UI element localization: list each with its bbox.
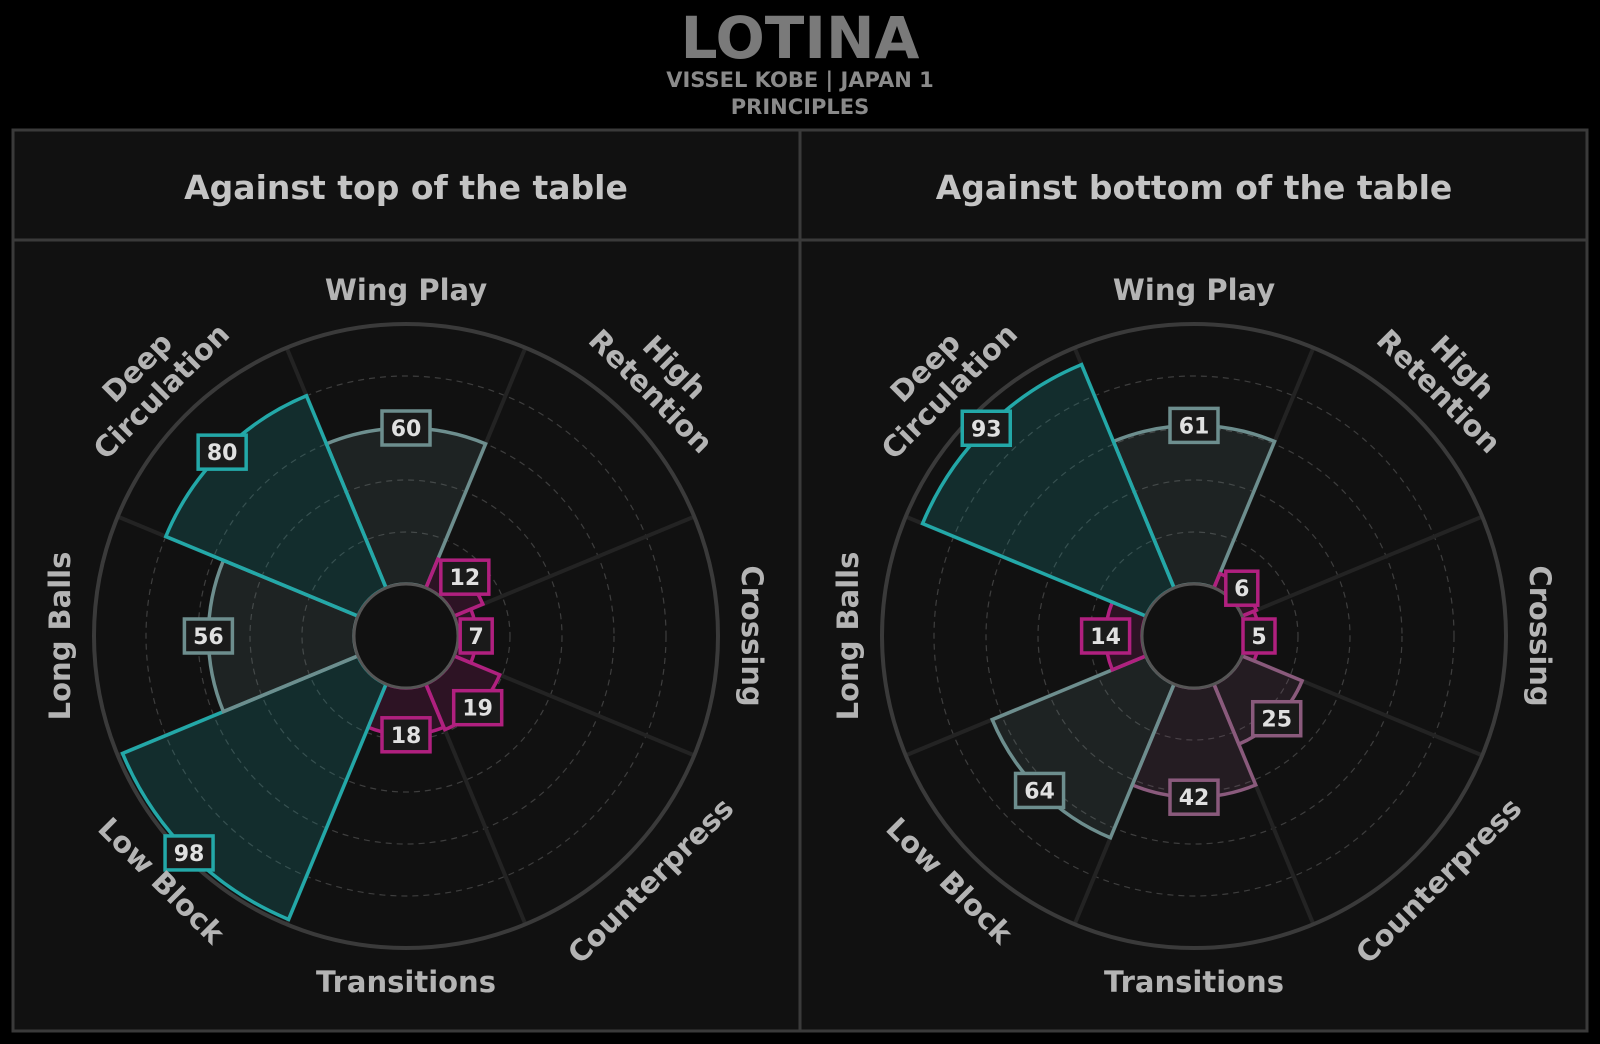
- value-label-box: [1013, 771, 1066, 810]
- figure-subtitle-section: PRINCIPLES: [731, 95, 869, 119]
- value-label-box: [1079, 617, 1132, 655]
- outer-ring: [880, 322, 1508, 950]
- value-label-high-retention: 6: [1224, 569, 1260, 607]
- value-label-deep-circulation: 80: [196, 433, 248, 471]
- value-label-text: 93: [971, 417, 1002, 442]
- value-label-box: [451, 688, 504, 727]
- value-label-box: [196, 433, 248, 471]
- value-label-transitions: 18: [380, 716, 432, 754]
- value-label-low-block: 64: [1013, 771, 1066, 810]
- value-label-transitions: 42: [1168, 778, 1220, 816]
- category-label-line: Transitions: [316, 965, 496, 999]
- value-label-crossing: 5: [1241, 617, 1277, 655]
- value-label-box: [1250, 699, 1303, 738]
- value-label-box: [439, 558, 491, 596]
- category-label-wing-play: Wing Play: [1113, 273, 1275, 307]
- value-label-text: 64: [1024, 779, 1055, 804]
- value-label-text: 98: [174, 842, 205, 867]
- value-label-text: 56: [193, 625, 224, 650]
- value-label-box: [1224, 569, 1260, 607]
- value-label-long-balls: 14: [1079, 617, 1132, 655]
- right-chart-title: Against bottom of the table: [936, 168, 1453, 207]
- category-label-line: Wing Play: [325, 273, 487, 307]
- value-label-text: 6: [1234, 577, 1249, 602]
- grid-ring: [145, 375, 667, 897]
- value-label-text: 5: [1251, 625, 1266, 650]
- value-label-text: 14: [1090, 625, 1121, 650]
- value-label-box: [380, 716, 432, 754]
- category-label-line: Long Balls: [831, 552, 865, 721]
- outer-ring: [92, 322, 720, 950]
- value-label-text: 19: [462, 697, 493, 722]
- value-label-text: 12: [450, 566, 481, 591]
- figure-title: LOTINA: [681, 4, 920, 72]
- value-label-box: [182, 617, 235, 655]
- value-label-wing-play: 60: [380, 409, 432, 447]
- category-label-line: Wing Play: [1113, 273, 1275, 307]
- value-label-counterpress: 25: [1250, 699, 1303, 738]
- value-label-text: 7: [469, 625, 484, 650]
- value-label-counterpress: 19: [451, 688, 504, 727]
- value-label-box: [1168, 406, 1220, 445]
- value-label-high-retention: 12: [439, 558, 491, 596]
- value-label-box: [163, 834, 215, 872]
- grid-ring: [1089, 531, 1299, 741]
- figure-subtitle-team: VISSEL KOBE | JAPAN 1: [666, 68, 934, 93]
- category-label-crossing: Crossing: [1523, 565, 1557, 706]
- value-label-text: 18: [391, 724, 422, 749]
- category-label-long-balls: Long Balls: [831, 552, 865, 721]
- category-label-line: Crossing: [735, 565, 769, 706]
- value-label-box: [458, 617, 494, 655]
- category-label-long-balls: Long Balls: [43, 552, 77, 721]
- grid-ring: [249, 479, 563, 793]
- value-label-box: [380, 409, 432, 447]
- value-label-box: [1168, 778, 1220, 816]
- value-label-text: 61: [1179, 414, 1210, 439]
- value-label-wing-play: 61: [1168, 406, 1220, 445]
- slice-divider: [453, 514, 696, 618]
- value-label-text: 80: [207, 441, 238, 466]
- value-label-text: 42: [1179, 786, 1210, 811]
- value-label-long-balls: 56: [182, 617, 235, 655]
- category-label-transitions: Transitions: [1104, 965, 1284, 999]
- category-label-line: Transitions: [1104, 965, 1284, 999]
- grid-ring: [301, 531, 511, 741]
- value-label-text: 25: [1261, 708, 1292, 733]
- slice-divider: [1241, 514, 1484, 618]
- category-label-line: Long Balls: [43, 552, 77, 721]
- value-label-text: 60: [391, 417, 422, 442]
- value-label-box: [960, 409, 1013, 448]
- grid-ring: [933, 375, 1455, 897]
- value-label-low-block: 98: [163, 834, 215, 872]
- category-label-wing-play: Wing Play: [325, 273, 487, 307]
- value-label-box: [1241, 617, 1277, 655]
- value-label-deep-circulation: 93: [960, 409, 1013, 448]
- category-label-crossing: Crossing: [735, 565, 769, 706]
- value-label-crossing: 7: [458, 617, 494, 655]
- category-label-transitions: Transitions: [316, 965, 496, 999]
- left-chart-title: Against top of the table: [184, 168, 628, 207]
- center-hole: [352, 582, 460, 690]
- category-label-line: Crossing: [1523, 565, 1557, 706]
